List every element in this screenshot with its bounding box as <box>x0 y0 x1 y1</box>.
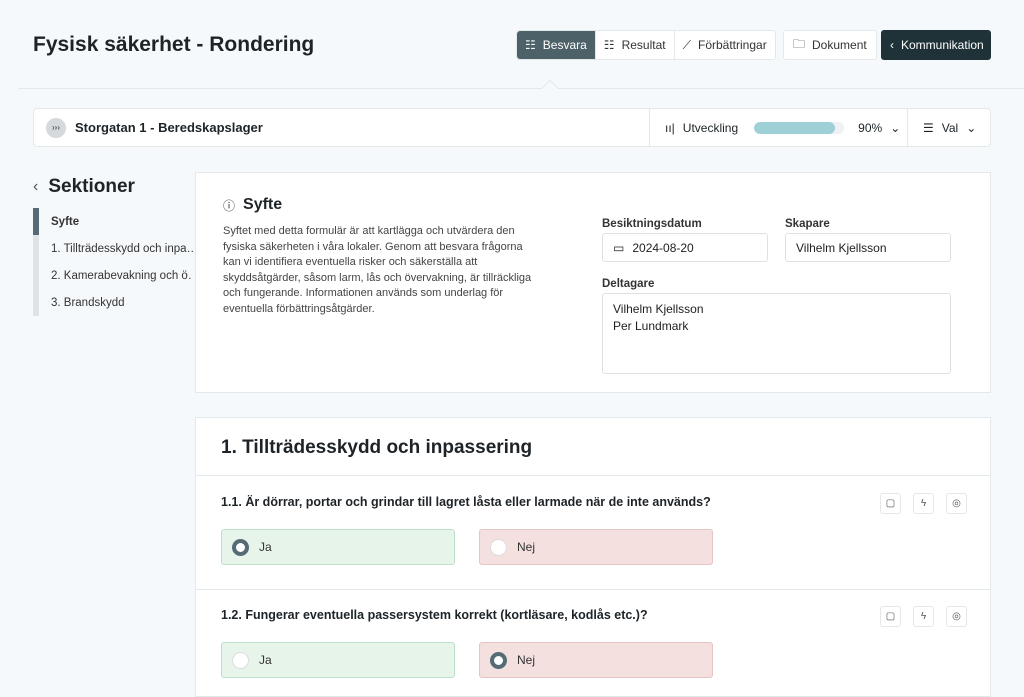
section-title: 1. Tillträdesskydd och inpassering <box>221 437 533 458</box>
info-icon: ⓘ <box>223 198 236 213</box>
tab-resultat[interactable]: ☷ Resultat <box>596 31 675 59</box>
location-icon: ››› <box>46 117 66 138</box>
tab-besvara[interactable]: ☷ Besvara <box>517 31 596 59</box>
list-icon: ☷ <box>525 38 536 52</box>
option-yes[interactable]: Ja <box>221 642 455 678</box>
page-title: Fysisk säkerhet - Rondering <box>33 33 315 56</box>
question-text: 1.2. Fungerar eventuella passersystem ko… <box>221 608 648 622</box>
calendar-icon: ▭ <box>613 240 625 255</box>
divider <box>196 475 990 476</box>
tab-pointer <box>541 79 559 97</box>
progress-label: Utveckling <box>682 120 739 135</box>
participants-label: Deltagare <box>602 278 655 290</box>
participants-field[interactable]: Vilhelm Kjellsson Per Lundmark <box>602 293 951 374</box>
creator-value: Vilhelm Kjellsson <box>796 240 887 255</box>
dokument-label: Dokument <box>812 38 867 52</box>
sections-list: Syfte 1. Tillträdesskydd och inpa… 2. Ka… <box>33 208 193 316</box>
comment-icon[interactable]: ▢ <box>880 606 901 627</box>
syfte-text: Syftet med detta formulär är att kartläg… <box>223 225 532 315</box>
folder-icon: 🗀 <box>793 36 806 51</box>
radio[interactable] <box>490 538 507 556</box>
option-label: Ja <box>259 653 272 667</box>
fingerprint-icon[interactable]: ◎ <box>946 606 967 627</box>
creator-field[interactable]: Vilhelm Kjellsson <box>785 233 951 262</box>
kommunikation-label: Kommunikation <box>901 38 984 52</box>
progress-dropdown[interactable]: ıı| Utveckling 90% ⌄ <box>650 109 908 146</box>
chevron-down-icon: ⌄ <box>890 120 901 135</box>
question-text: 1.1. Är dörrar, portar och grindar till … <box>221 495 711 509</box>
view-tabs: ☷ Besvara ☷ Resultat ⟋ Förbättringar <box>516 30 776 60</box>
option-no[interactable]: Nej <box>479 642 713 678</box>
chevron-down-icon: ⌄ <box>966 120 977 135</box>
question-actions: ▢ ϟ ◎ <box>880 493 967 514</box>
dokument-button[interactable]: 🗀 Dokument <box>783 30 877 60</box>
chevron-left-icon[interactable]: ‹ <box>33 178 39 195</box>
val-dropdown[interactable]: ☰ Val ⌄ <box>908 121 990 135</box>
syfte-heading: ⓘ Syfte <box>223 196 282 214</box>
section-item[interactable]: 2. Kamerabevakning och ö… <box>33 262 193 289</box>
section-item[interactable]: 3. Brandskydd <box>33 289 193 316</box>
option-no[interactable]: Nej <box>479 529 713 565</box>
date-label: Besiktningsdatum <box>602 218 702 230</box>
option-label: Ja <box>259 540 272 554</box>
filter-icon: ☰ <box>923 120 934 135</box>
participant: Vilhelm Kjellsson <box>613 302 704 316</box>
chart-icon: ⟋ <box>682 37 691 52</box>
tab-label: Förbättringar <box>698 38 767 52</box>
option-label: Nej <box>517 653 536 667</box>
chevron-left-icon: ‹ <box>890 38 894 52</box>
lightning-icon[interactable]: ϟ <box>913 493 934 514</box>
radio-selected[interactable] <box>232 538 249 556</box>
radio[interactable] <box>232 651 249 669</box>
divider <box>196 589 990 590</box>
comment-icon[interactable]: ▢ <box>880 493 901 514</box>
kommunikation-button[interactable]: ‹ Kommunikation <box>881 30 991 60</box>
syfte-title: Syfte <box>243 196 283 213</box>
option-yes[interactable]: Ja <box>221 529 455 565</box>
lightning-icon[interactable]: ϟ <box>913 606 934 627</box>
progress-fill <box>754 121 836 134</box>
sections-header: ‹ Sektioner <box>33 176 135 198</box>
creator-label: Skapare <box>785 218 830 230</box>
date-field[interactable]: ▭ 2024-08-20 <box>602 233 768 262</box>
syfte-card: ⓘ Syfte Syftet med detta formulär är att … <box>195 172 991 393</box>
sections-title: Sektioner <box>48 176 135 197</box>
progress-value: 90% <box>858 120 883 135</box>
section-item[interactable]: 1. Tillträdesskydd och inpa… <box>33 235 193 262</box>
list-icon: ☷ <box>603 38 615 52</box>
participant: Per Lundmark <box>613 319 689 333</box>
option-label: Nej <box>517 540 536 554</box>
section-item[interactable]: Syfte <box>33 208 193 235</box>
tab-label: Resultat <box>621 38 666 52</box>
location-name: Storgatan 1 - Beredskapslager <box>75 120 263 135</box>
tab-forbattringar[interactable]: ⟋ Förbättringar <box>675 31 775 59</box>
question-actions: ▢ ϟ ◎ <box>880 606 967 627</box>
val-label: Val <box>941 120 959 135</box>
fingerprint-icon[interactable]: ◎ <box>946 493 967 514</box>
location-bar: ››› Storgatan 1 - Beredskapslager ıı| Utve… <box>33 108 991 147</box>
divider <box>18 88 1024 89</box>
progress-bar <box>754 121 845 134</box>
bars-icon: ıı| <box>665 120 675 135</box>
section-card: 1. Tillträdesskydd och inpassering 1.1. … <box>195 417 991 697</box>
location-selector[interactable]: ››› Storgatan 1 - Beredskapslager <box>34 109 650 146</box>
radio-selected[interactable] <box>490 651 507 669</box>
date-value: 2024-08-20 <box>632 240 694 255</box>
tab-label: Besvara <box>542 38 587 52</box>
